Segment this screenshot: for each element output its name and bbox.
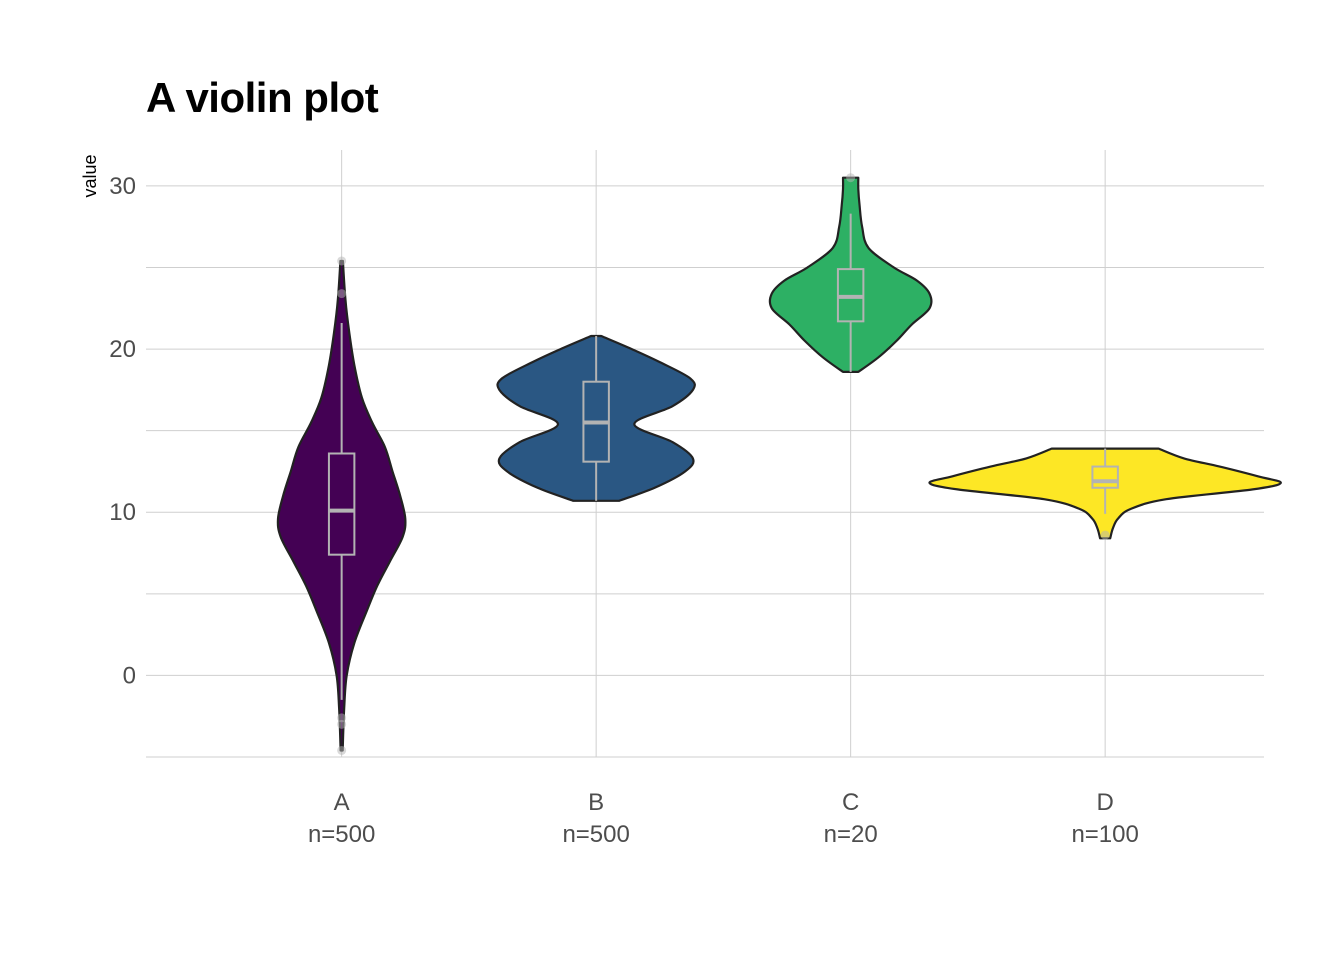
box-iqr <box>1091 465 1119 489</box>
violin-D <box>928 447 1282 540</box>
x-tick-label: D <box>1096 789 1113 816</box>
violin-layer <box>276 173 1282 755</box>
outlier-point <box>337 289 347 299</box>
x-tick-label: B <box>588 789 604 816</box>
outlier-point <box>337 256 347 266</box>
y-axis-ticks: 0 10 20 30 <box>109 173 136 690</box>
y-tick-label: 10 <box>109 499 136 526</box>
violin-B <box>496 334 696 502</box>
y-tick-label: 30 <box>109 173 136 200</box>
violin-body <box>496 334 696 502</box>
outlier-point <box>337 713 347 723</box>
x-tick-count-label: n=100 <box>1071 821 1138 848</box>
violin-A <box>276 256 407 755</box>
violin-C <box>768 173 933 373</box>
outlier-point <box>846 173 856 183</box>
outlier-point <box>1100 530 1110 540</box>
y-axis-title: value <box>80 154 100 197</box>
box-iqr <box>327 452 356 556</box>
x-tick-count-label: n=500 <box>308 821 375 848</box>
x-tick-count-label: n=500 <box>562 821 629 848</box>
x-tick-count-label: n=20 <box>824 821 878 848</box>
x-tick-label: C <box>842 789 859 816</box>
violin-body <box>768 176 933 373</box>
x-axis-ticks: An=500 Bn=500 Cn=20 Dn=100 <box>308 789 1139 848</box>
y-tick-label: 0 <box>123 662 136 689</box>
chart-title: A violin plot <box>146 74 379 121</box>
y-tick-label: 20 <box>109 336 136 363</box>
outlier-point <box>337 719 347 729</box>
outlier-point <box>337 745 347 755</box>
x-tick-label: A <box>334 789 350 816</box>
